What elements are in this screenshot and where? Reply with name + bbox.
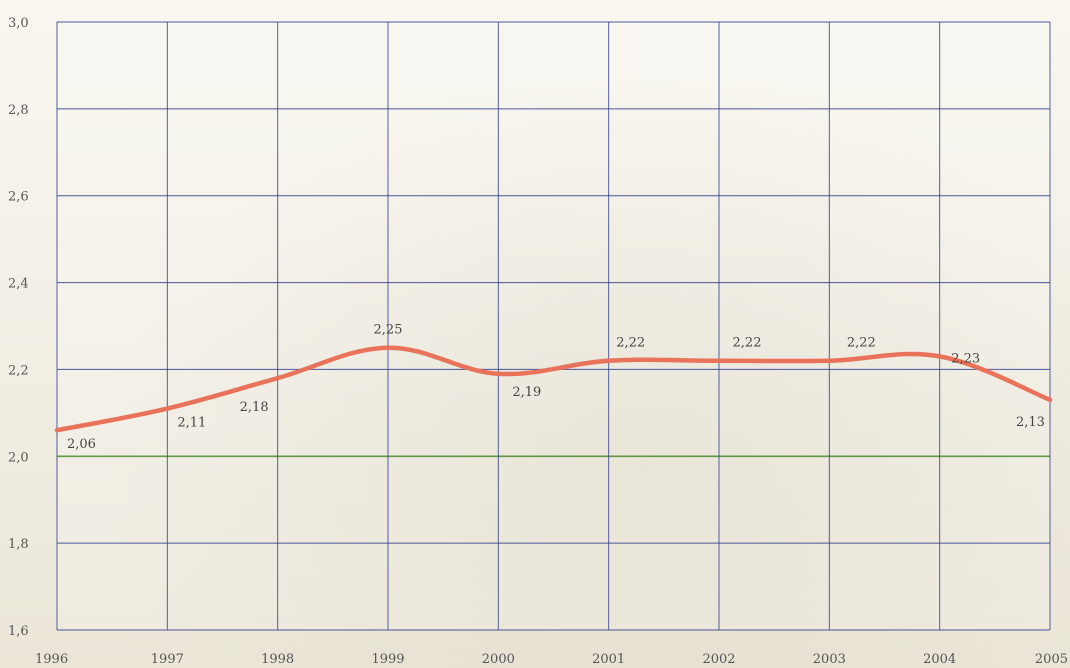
x-tick-label: 2000 <box>482 652 515 667</box>
data-point <box>275 375 280 381</box>
x-tick-label: 1999 <box>371 652 404 667</box>
data-point <box>716 358 722 363</box>
series-line <box>54 345 1053 433</box>
y-tick-label: 3,0 <box>8 16 29 31</box>
data-label: 2,25 <box>374 323 403 338</box>
plot-area <box>57 22 1050 630</box>
data-point <box>165 406 170 411</box>
data-labels: 2,06 2,11 2,18 2,25 2,19 2,22 2,22 2,22 2,23 2,13 <box>67 323 1045 453</box>
data-label: 2,11 <box>177 416 206 431</box>
data-label: 2,06 <box>67 437 96 452</box>
data-label: 2,13 <box>1016 415 1045 430</box>
x-tick-label: 2002 <box>702 652 735 667</box>
data-label: 2,22 <box>733 336 762 351</box>
y-axis-ticks: 1,6 1,8 2,0 2,2 2,4 2,6 2,8 3,0 <box>8 16 29 639</box>
x-tick-label: 2001 <box>592 652 625 667</box>
data-label: 2,23 <box>951 351 980 366</box>
x-tick-label: 2005 <box>1035 652 1068 667</box>
data-point <box>385 345 391 350</box>
data-point <box>496 371 501 376</box>
data-point <box>1047 397 1053 403</box>
y-tick-label: 2,0 <box>8 450 29 465</box>
x-axis-ticks: 1996 1997 1998 1999 2000 2001 2002 2003 2004 2005 <box>35 652 1068 667</box>
x-tick-label: 1997 <box>151 652 184 667</box>
x-tick-label: 1996 <box>35 652 68 667</box>
grid <box>56 21 1051 631</box>
y-tick-label: 1,6 <box>8 624 29 639</box>
data-label: 2,22 <box>847 336 876 351</box>
data-point <box>54 428 60 433</box>
x-tick-label: 2004 <box>923 652 956 667</box>
data-label: 2,19 <box>512 385 541 400</box>
y-tick-label: 2,2 <box>8 363 29 378</box>
data-point <box>827 358 832 363</box>
y-tick-label: 2,4 <box>8 277 29 292</box>
data-point <box>606 358 611 363</box>
data-point <box>937 354 942 359</box>
x-tick-label: 1998 <box>261 652 294 667</box>
y-tick-label: 1,8 <box>8 537 29 552</box>
data-label: 2,22 <box>616 336 645 351</box>
data-label: 2,18 <box>240 400 269 415</box>
y-tick-label: 2,6 <box>8 190 29 205</box>
x-tick-label: 2003 <box>813 652 846 667</box>
y-tick-label: 2,8 <box>8 103 29 118</box>
series-layer <box>54 345 1053 433</box>
